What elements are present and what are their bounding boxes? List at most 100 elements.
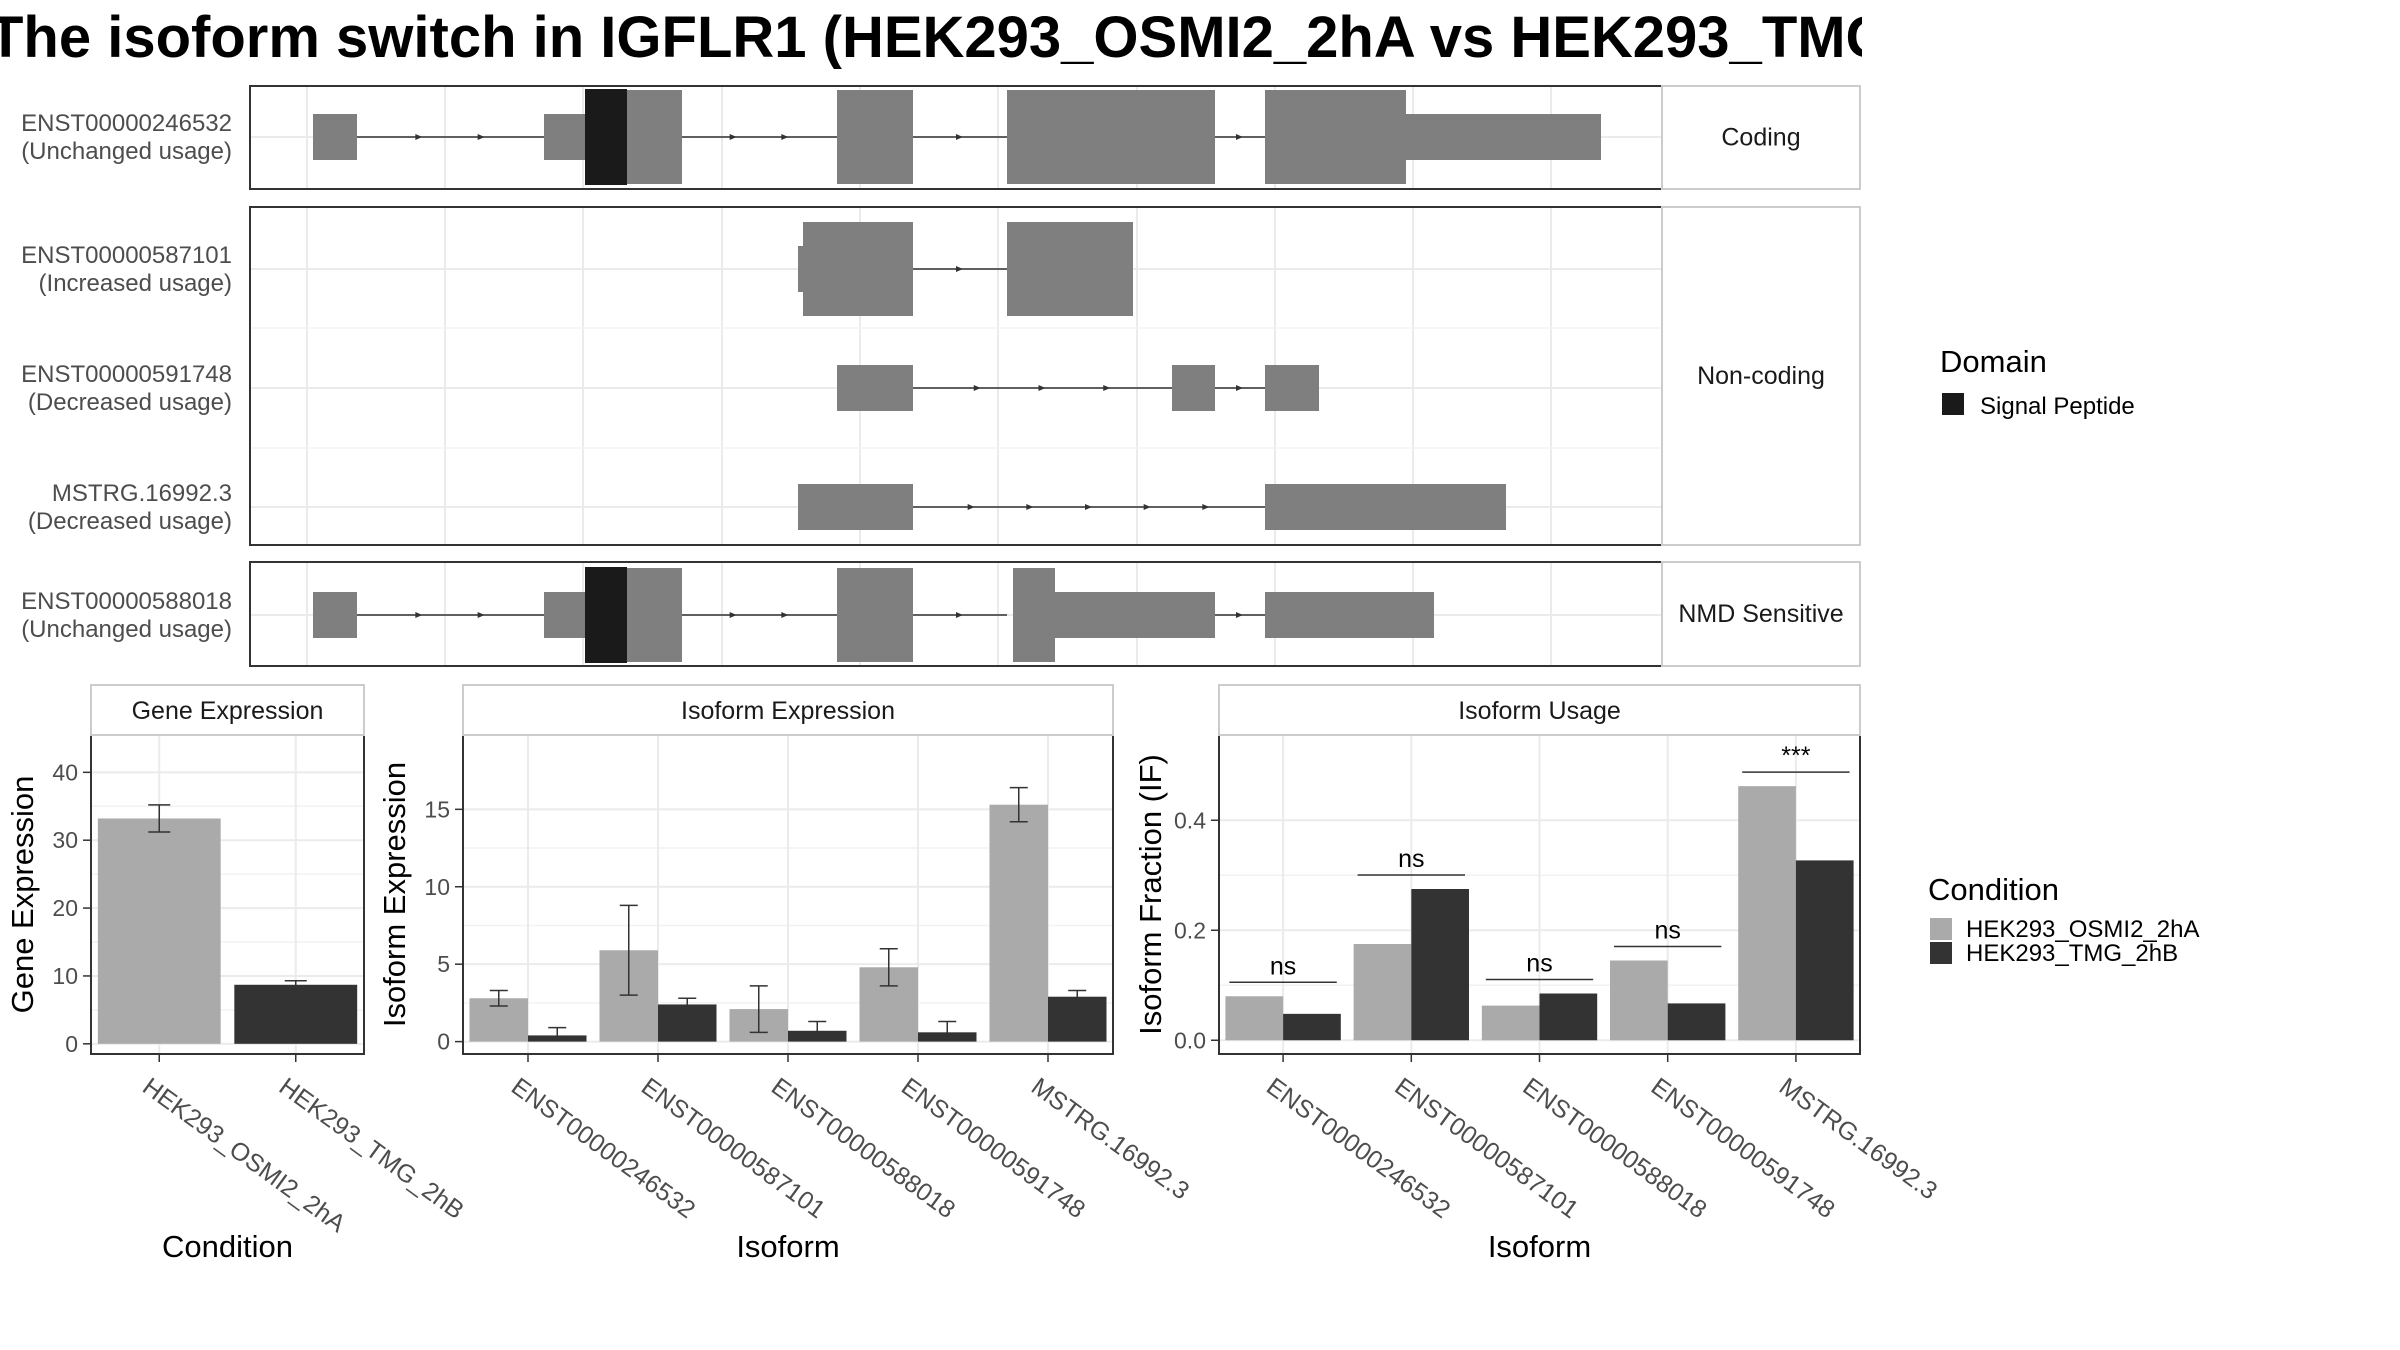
transcript-id-label: ENST00000591748 [21,361,232,388]
bar-HEK293_OSMI2_2hA-ENST00000588018 [1481,1005,1540,1041]
error-bar [284,979,307,990]
transcript-usage-label: (Decreased usage) [28,508,232,535]
facet-strip [1661,85,1861,190]
x-axis-title: Isoform [736,1229,839,1264]
intron-arrow [415,134,423,140]
intron-arrow [1026,504,1034,510]
significance-label: *** [1781,742,1810,770]
intron-arrow [956,612,963,618]
y-tick-label: 10 [424,874,450,900]
error-bar [1068,989,1087,1004]
chart-strip [1218,684,1861,736]
transcript-id-label: ENST00000246532 [21,110,232,137]
intron-arrow [781,612,789,618]
intron-arrow [1103,385,1111,391]
domain-legend-title: Domain [1940,344,2047,379]
exon [803,222,913,316]
significance-label: ns [1526,950,1552,978]
intron-arrow [1236,134,1243,140]
transcript-usage-label: (Increased usage) [39,270,232,297]
bar-HEK293_TMG_2hB-ENST00000591748 [1667,1003,1726,1041]
transcript-usage-label: (Unchanged usage) [21,616,232,643]
y-tick-label: 30 [52,827,78,853]
intron-arrow [1236,385,1243,391]
bar-HEK293_OSMI2_2hA-ENST00000587101 [1353,944,1412,1041]
bar-HEK293_TMG_2hB [234,984,358,1044]
intron-arrow [729,134,737,140]
chart-strip-title: Gene Expression [132,697,324,725]
transcript-MSTRG.16992.3 [798,484,1506,530]
y-tick-label: 5 [437,951,450,977]
y-tick-label: 10 [52,963,78,989]
transcript-ENST00000588018 [313,567,1434,663]
error-bar [548,1026,567,1041]
bar-HEK293_TMG_2hB-MSTRG.16992.3 [1048,996,1107,1042]
exon [1007,222,1133,316]
y-tick-label: 40 [52,759,78,785]
exon [1055,592,1215,638]
y-tick-label: 0.4 [1174,807,1206,833]
y-tick-label: 15 [424,796,450,822]
structure-panel-non-coding [249,206,1861,546]
structure-panel-coding [249,85,1861,190]
error-bar [879,947,898,987]
bar-HEK293_OSMI2_2hA-ENST00000246532 [1225,996,1284,1041]
facet-strip-label: NMD Sensitive [1678,600,1843,628]
intron-arrow [1038,385,1046,391]
intron-arrow [781,134,789,140]
bar-HEK293_OSMI2_2hA-MSTRG.16992.3 [989,804,1048,1042]
figure-title: The isoform switch in IGFLR1 (HEK293_OSM… [0,5,1862,70]
bar-HEK293_TMG_2hB-ENST00000587101 [1411,889,1469,1041]
exon [798,246,803,292]
exon [1265,592,1434,638]
condition-legend-label: HEK293_TMG_2hB [1966,940,2178,967]
intron-arrow [729,612,737,618]
exon [1265,484,1506,530]
y-axis-title: Isoform Fraction (IF) [1133,754,1168,1035]
y-axis-title: Isoform Expression [377,762,412,1027]
exon [313,592,357,638]
signal-peptide-exon [585,567,627,663]
title-clip: The isoform switch in IGFLR1 (HEK293_OSM… [0,0,1862,84]
chart-strip [462,684,1114,736]
exon [1013,568,1055,662]
intron-arrow [477,612,485,618]
exon [544,114,585,160]
bar-HEK293_TMG_2hB-MSTRG.16992.3 [1795,860,1854,1041]
intron-arrow [1236,612,1243,618]
intron-arrow [1143,504,1151,510]
x-axis-title: Condition [162,1229,293,1264]
exon [837,365,913,411]
y-axis-title: Gene Expression [5,776,40,1014]
significance-label: ns [1270,952,1296,980]
intron-arrow [415,612,423,618]
exon [1172,365,1215,411]
chart-isoform-expression [455,684,1114,1062]
bar-HEK293_TMG_2hB-ENST00000588018 [1539,993,1598,1041]
bar-HEK293_OSMI2_2hA-ENST00000591748 [1610,960,1668,1041]
exon [627,90,682,184]
error-bar [749,985,768,1034]
exon [1265,365,1319,411]
transcript-ENST00000587101 [798,222,1133,316]
condition-legend-label: HEK293_OSMI2_2hA [1966,916,2199,943]
y-tick-label: 20 [52,895,78,921]
transcript-id-label: MSTRG.16992.3 [52,480,232,507]
bar-HEK293_OSMI2_2hA [97,818,221,1044]
signal-peptide-exon [585,89,627,185]
facet-strip [1661,561,1861,667]
chart-isoform-usage [1211,684,1861,1062]
exon [313,114,357,160]
exon [627,568,682,662]
intron-arrow [1085,504,1092,510]
transcript-usage-label: (Decreased usage) [28,389,232,416]
error-bar [489,989,508,1007]
exon [798,484,913,530]
exon [837,90,913,184]
bar-HEK293_OSMI2_2hA-MSTRG.16992.3 [1738,786,1796,1041]
error-bar [678,997,697,1012]
significance-label: ns [1398,845,1424,873]
chart-strip [90,684,365,736]
y-tick-label: 0.2 [1174,917,1206,943]
